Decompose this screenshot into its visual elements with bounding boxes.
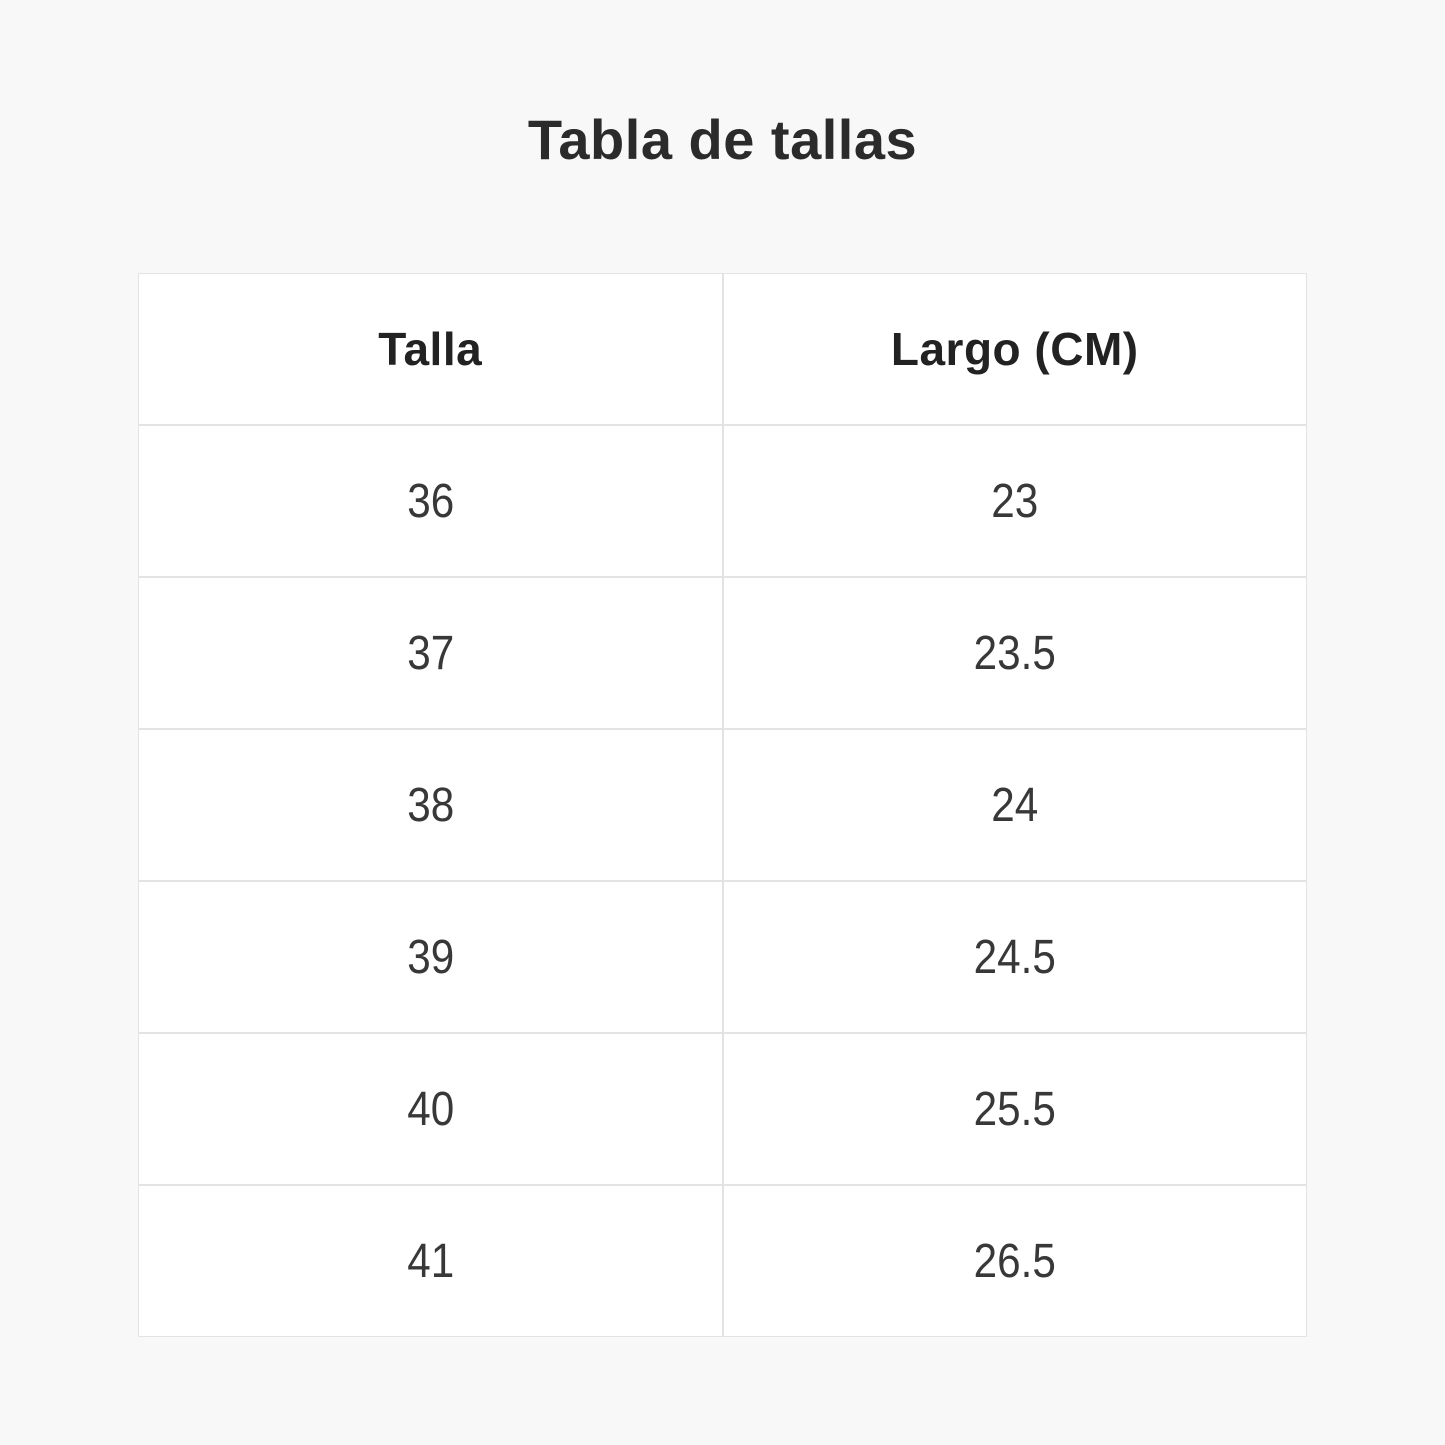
length-value: 24	[991, 778, 1039, 832]
size-cell: 39	[138, 881, 723, 1033]
page-title: Tabla de tallas	[527, 108, 918, 171]
length-cell: 23	[722, 425, 1307, 577]
length-value: 26.5	[973, 1234, 1056, 1288]
table-header-row: Talla Largo (CM)	[138, 273, 1307, 425]
table-row: 40 25.5	[138, 1033, 1307, 1185]
size-value: 41	[406, 1234, 454, 1288]
length-cell: 26.5	[722, 1185, 1307, 1337]
length-cell: 25.5	[722, 1033, 1307, 1185]
table-row: 36 23	[138, 425, 1307, 577]
size-cell: 38	[138, 729, 723, 881]
size-cell: 40	[138, 1033, 723, 1185]
size-value: 40	[406, 1082, 454, 1136]
size-value: 36	[406, 474, 454, 528]
size-chart-container: Talla Largo (CM) 36 23 37 23.5 38 24 39 …	[138, 273, 1307, 1337]
column-header-largo: Largo (CM)	[722, 273, 1307, 425]
size-cell: 37	[138, 577, 723, 729]
length-value: 25.5	[973, 1082, 1056, 1136]
table-row: 39 24.5	[138, 881, 1307, 1033]
length-value: 23	[991, 474, 1039, 528]
size-cell: 41	[138, 1185, 723, 1337]
size-value: 38	[406, 778, 454, 832]
table-row: 38 24	[138, 729, 1307, 881]
length-cell: 24	[722, 729, 1307, 881]
column-header-talla: Talla	[138, 273, 723, 425]
length-cell: 24.5	[722, 881, 1307, 1033]
length-cell: 23.5	[722, 577, 1307, 729]
size-cell: 36	[138, 425, 723, 577]
size-chart-table: Talla Largo (CM) 36 23 37 23.5 38 24 39 …	[138, 273, 1307, 1337]
size-value: 37	[406, 626, 454, 680]
length-value: 23.5	[973, 626, 1056, 680]
table-row: 41 26.5	[138, 1185, 1307, 1337]
size-value: 39	[406, 930, 454, 984]
table-row: 37 23.5	[138, 577, 1307, 729]
length-value: 24.5	[973, 930, 1056, 984]
